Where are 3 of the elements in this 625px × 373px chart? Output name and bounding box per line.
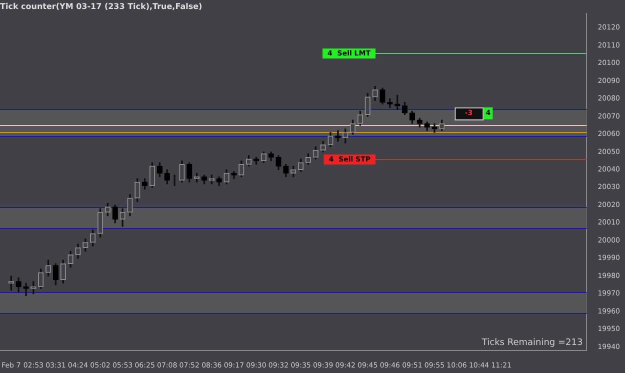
candlestick <box>432 123 438 133</box>
chart-title: Tick counter(YM 03-17 (233 Tick),True,False) <box>0 2 202 11</box>
annotation: Ticks Remaining =213 <box>480 338 583 348</box>
